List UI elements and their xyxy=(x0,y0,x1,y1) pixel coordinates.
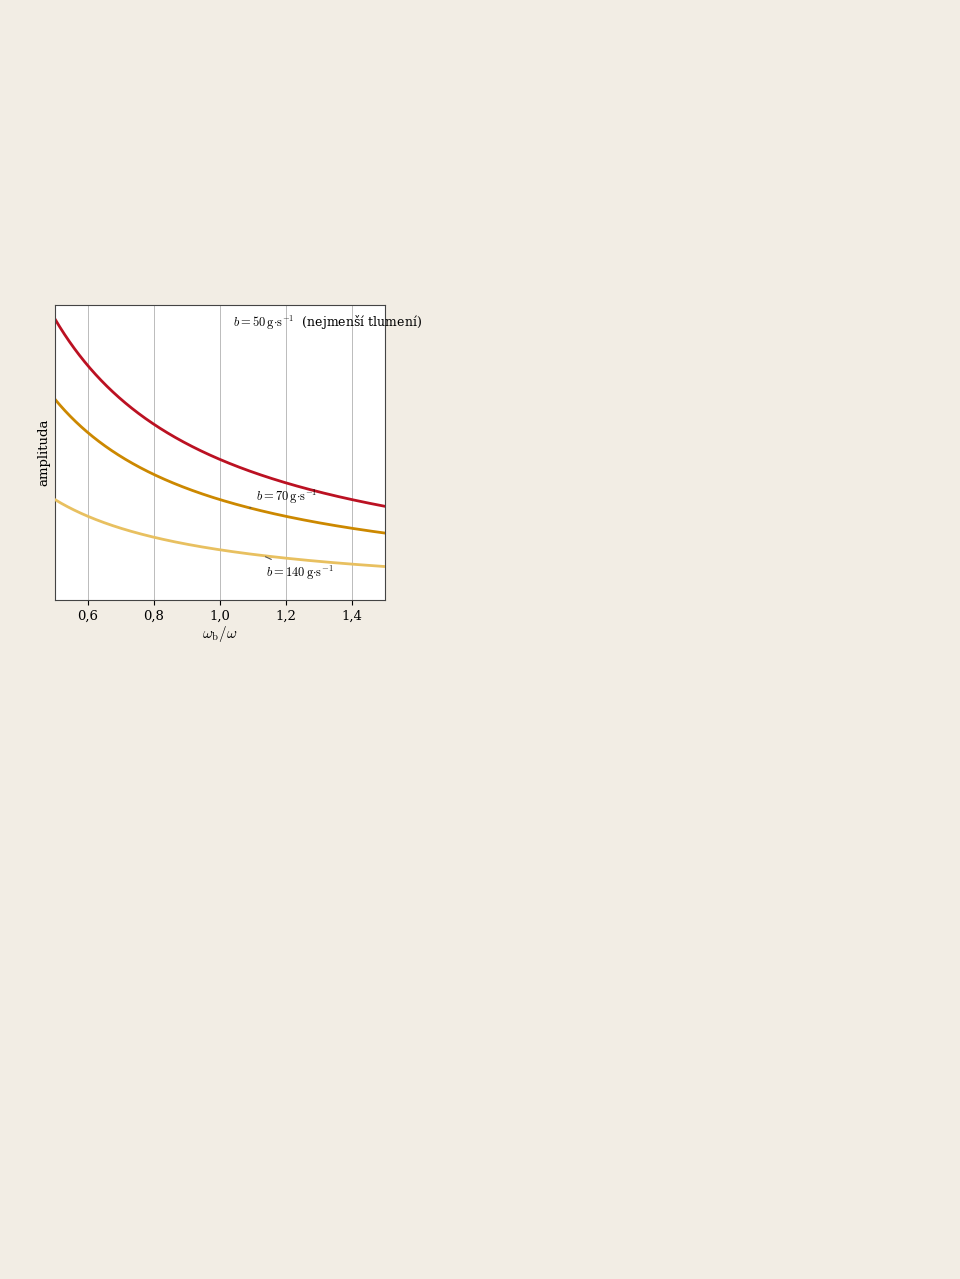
Text: $b = 70\,\mathrm{g{\cdot}s^{-1}}$: $b = 70\,\mathrm{g{\cdot}s^{-1}}$ xyxy=(250,487,318,508)
Text: $b = 50\,\mathrm{g{\cdot}s^{-1}}$  (nejmenší tlumení): $b = 50\,\mathrm{g{\cdot}s^{-1}}$ (nejme… xyxy=(233,313,422,333)
Y-axis label: amplituda: amplituda xyxy=(37,418,51,486)
Text: $b = 140\,\mathrm{g{\cdot}s^{-1}}$: $b = 140\,\mathrm{g{\cdot}s^{-1}}$ xyxy=(265,556,334,582)
X-axis label: $\omega_\mathrm{b}/\omega$: $\omega_\mathrm{b}/\omega$ xyxy=(203,624,238,645)
